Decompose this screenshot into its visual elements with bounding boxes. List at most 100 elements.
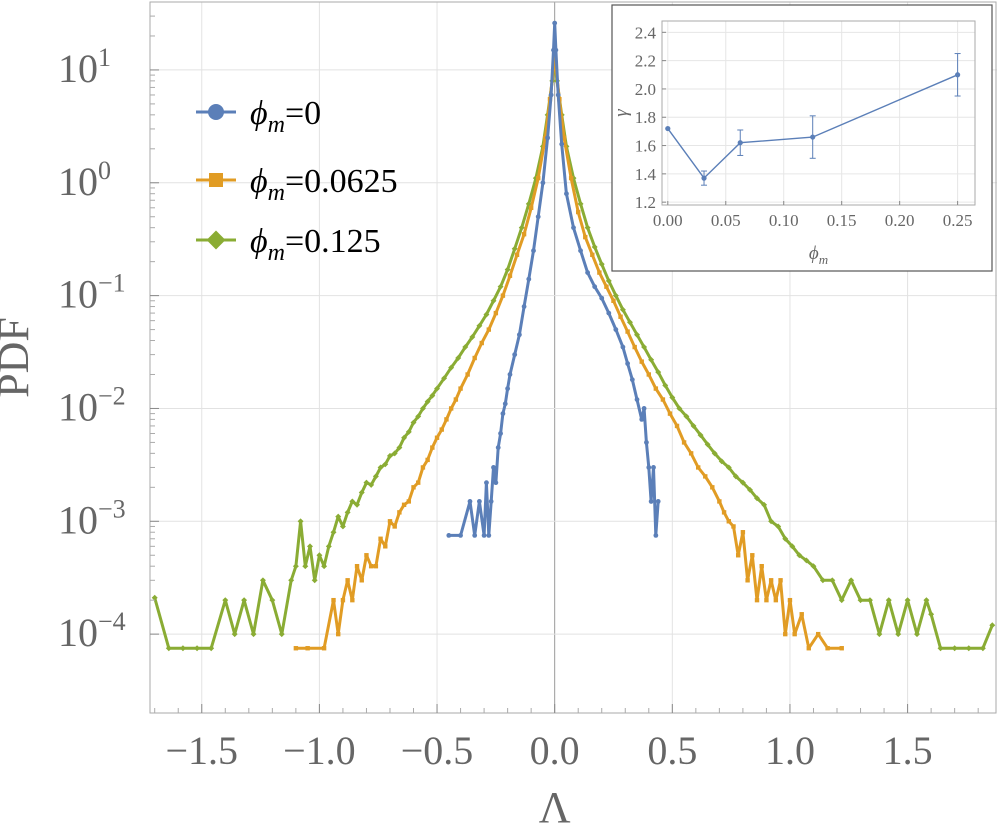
x-tick-label: −1.0: [283, 728, 356, 773]
inset-y-tick-label: 1.2: [635, 193, 656, 212]
data-point: [625, 361, 631, 366]
inset-x-tick-label: 0.15: [827, 211, 857, 230]
data-point: [735, 553, 741, 558]
data-point: [336, 631, 341, 637]
y-tick-base: 10: [58, 272, 98, 317]
data-point: [325, 543, 332, 550]
data-point: [825, 646, 830, 651]
data-point: [759, 563, 764, 569]
data-point: [521, 232, 527, 237]
data-point: [583, 234, 588, 240]
legend-marker: [206, 230, 226, 250]
legend-item: ϕm=0.125: [196, 223, 381, 266]
data-point: [552, 20, 558, 26]
data-point: [613, 327, 619, 332]
x-tick-label: 0.0: [530, 728, 580, 773]
data-point: [512, 352, 518, 358]
data-point: [411, 485, 416, 490]
data-point: [410, 419, 417, 426]
data-point: [476, 322, 483, 329]
series-0: [446, 20, 661, 538]
data-point: [717, 499, 722, 504]
data-point: [486, 532, 492, 538]
data-point: [726, 519, 731, 524]
inset-x-tick-label: 0.05: [711, 211, 741, 230]
data-point: [592, 284, 598, 290]
data-point: [754, 495, 760, 502]
data-point: [857, 597, 864, 604]
data-point: [839, 646, 844, 651]
inset-x-axis-title: ϕm: [809, 243, 828, 267]
data-point: [876, 631, 883, 638]
data-point: [297, 518, 304, 525]
legend-item: ϕm=0: [196, 95, 321, 138]
data-point: [521, 304, 527, 309]
data-point: [721, 510, 727, 515]
data-point: [453, 397, 459, 402]
x-axis-title: Λ: [539, 783, 571, 832]
data-point: [490, 297, 497, 304]
main-axis-ticks: [150, 1, 979, 713]
data-point: [761, 501, 768, 508]
inset-y-tick-label: 2.2: [635, 52, 656, 71]
data-point: [548, 92, 554, 98]
data-point: [718, 458, 725, 465]
inset-x-tick-label: 0.00: [653, 211, 683, 230]
data-point: [768, 578, 774, 583]
data-point: [472, 355, 477, 361]
data-point: [364, 553, 369, 558]
data-point: [349, 498, 356, 505]
data-point: [552, 54, 557, 60]
legend-item: ϕm=0.0625: [196, 163, 398, 206]
y-tick-exponent: 0: [98, 156, 111, 185]
data-point: [507, 273, 513, 278]
data-point: [676, 405, 683, 412]
data-point: [368, 563, 374, 569]
data-point: [725, 464, 732, 471]
data-point: [783, 631, 788, 637]
data-point: [848, 577, 855, 584]
data-point: [448, 364, 455, 371]
y-tick-base: 10: [58, 159, 98, 204]
data-point: [619, 306, 626, 313]
data-point: [778, 578, 783, 583]
data-point: [639, 416, 645, 422]
data-point: [479, 340, 484, 346]
inset-y-tick-label: 1.6: [635, 137, 656, 156]
y-tick-base: 10: [58, 384, 98, 429]
data-point: [406, 499, 412, 504]
data-point: [505, 386, 511, 391]
data-point: [598, 261, 605, 268]
data-point: [424, 398, 431, 405]
data-point: [307, 543, 313, 550]
data-point: [739, 479, 746, 486]
data-point: [397, 510, 402, 515]
data-point: [866, 597, 873, 604]
data-point: [415, 413, 422, 420]
data-point: [507, 372, 513, 377]
data-point: [704, 441, 711, 448]
data-point: [350, 597, 355, 603]
data-point: [305, 646, 310, 651]
data-point: [540, 180, 546, 186]
legend-marker: [209, 173, 223, 187]
data-point: [401, 434, 408, 441]
data-point: [493, 480, 499, 486]
data-point: [387, 452, 393, 459]
data-point: [731, 524, 736, 529]
data-point: [378, 536, 383, 541]
data-point: [604, 284, 609, 289]
data-point: [965, 645, 972, 652]
main-tick-labels: −1.5 −1.0 −0.5 0.0 0.5 1.0 1.510−410−310−210−1…: [58, 43, 933, 773]
data-point: [495, 445, 501, 450]
data-point: [754, 597, 760, 603]
legend: ϕm=0 ϕm=0.0625 ϕm=0.125: [196, 95, 398, 266]
data-point: [455, 355, 462, 361]
data-point: [612, 292, 619, 299]
data-point: [363, 479, 370, 486]
data-point: [354, 563, 360, 569]
x-tick-label: −0.5: [401, 728, 474, 773]
inset-y-tick-label: 1.4: [635, 165, 657, 184]
data-point: [416, 480, 421, 485]
